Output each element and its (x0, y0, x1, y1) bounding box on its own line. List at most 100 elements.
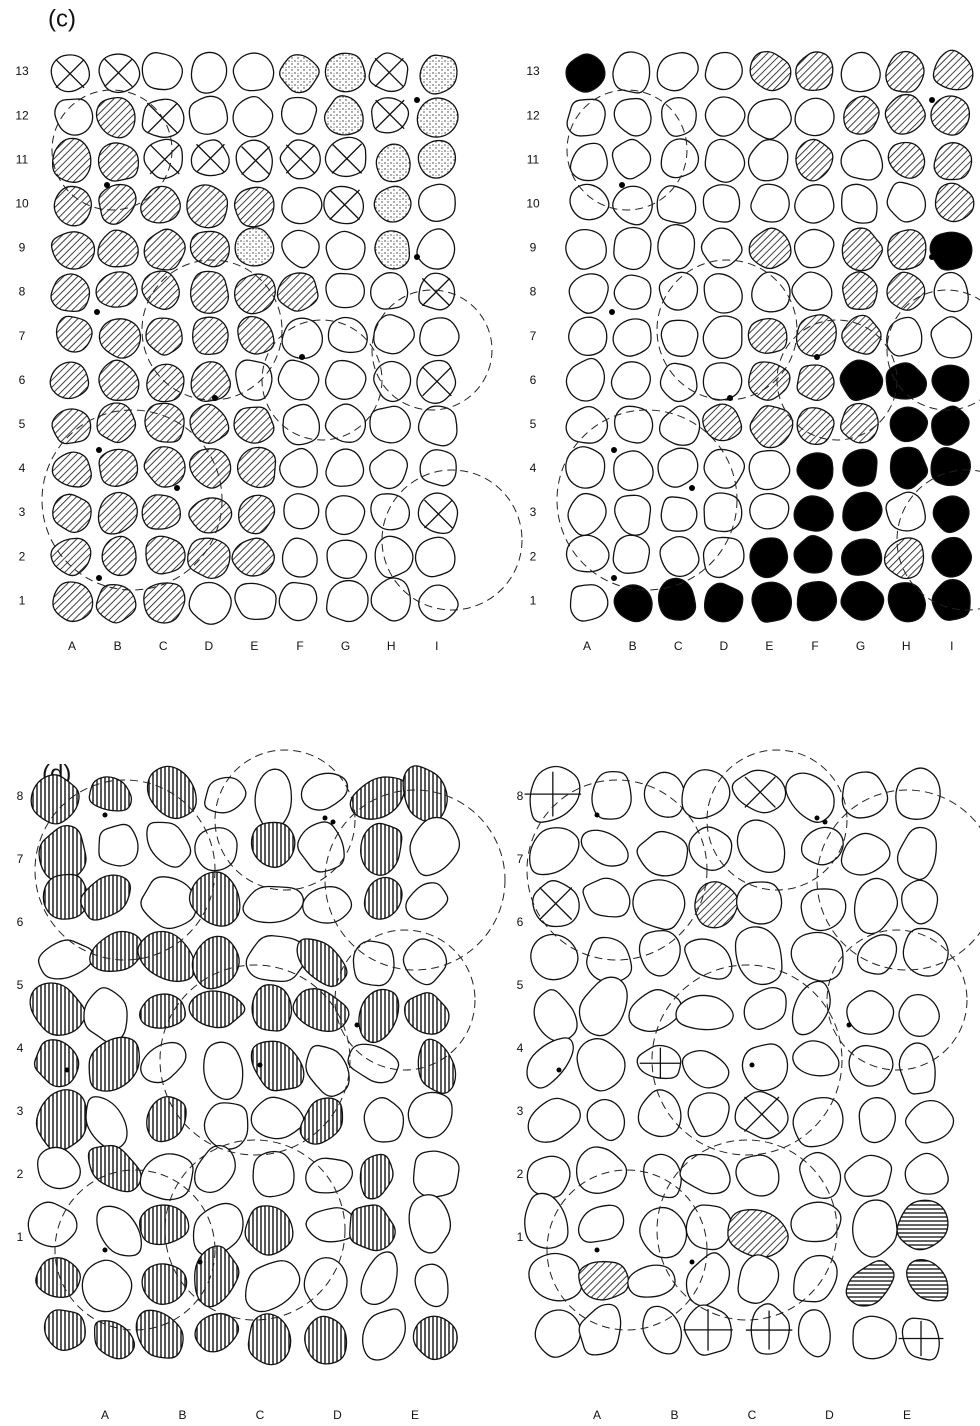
stone (565, 357, 606, 402)
stone (325, 272, 366, 309)
stone (792, 1040, 840, 1077)
row-label: 12 (526, 108, 540, 122)
stone (840, 581, 885, 621)
stone (370, 272, 409, 310)
stone (791, 980, 831, 1036)
stone (791, 271, 833, 311)
stone (703, 492, 743, 533)
dashed-circle (826, 929, 968, 1071)
stone (188, 448, 232, 489)
stone (302, 886, 353, 924)
stone (694, 881, 739, 929)
stone (145, 535, 186, 575)
column-label: C (256, 1408, 265, 1422)
row-label: 13 (526, 64, 540, 78)
stone (795, 138, 834, 182)
cross-mark (421, 277, 451, 307)
column-label: F (296, 639, 303, 653)
stone (747, 98, 792, 140)
stone (139, 993, 186, 1029)
stone (840, 183, 878, 224)
dashed-circle (526, 779, 708, 961)
row-label: 6 (17, 915, 24, 929)
dot (609, 309, 615, 315)
stone (526, 1155, 571, 1198)
dot (257, 1062, 263, 1068)
stone (898, 993, 940, 1037)
stone (685, 1252, 731, 1307)
stone (188, 871, 241, 927)
column-label: B (670, 1408, 678, 1422)
stone (795, 51, 834, 92)
stone (842, 491, 883, 532)
cross-mark (375, 99, 405, 130)
stone (416, 97, 459, 138)
stone (658, 405, 701, 446)
dot (556, 1067, 562, 1073)
stone (297, 821, 345, 873)
dashed-circle (651, 964, 843, 1156)
stone (141, 1263, 188, 1305)
stone (55, 315, 93, 353)
stone (87, 1144, 142, 1193)
stone (141, 270, 180, 310)
column-label: E (765, 639, 773, 653)
dot (299, 354, 305, 360)
stone (419, 449, 457, 487)
stone (885, 362, 928, 400)
cross-mark (55, 59, 85, 89)
stone (402, 765, 448, 823)
dot (619, 182, 625, 188)
column-label: B (629, 639, 637, 653)
stone (796, 407, 835, 446)
stone (748, 227, 792, 270)
stone (85, 1096, 128, 1150)
stone (569, 183, 610, 221)
stone (575, 1146, 628, 1194)
stone (840, 139, 884, 181)
stone (143, 446, 186, 488)
stone (845, 1259, 895, 1307)
column-label: B (114, 639, 122, 653)
stone (33, 1039, 80, 1088)
stone (95, 583, 137, 624)
stone (613, 584, 653, 623)
stone (904, 1152, 949, 1195)
stone (610, 361, 651, 400)
dashed-circle (34, 779, 216, 961)
dot (414, 97, 420, 103)
stone (800, 826, 844, 866)
stone (234, 582, 277, 621)
stone (374, 230, 411, 270)
stone (43, 1309, 86, 1352)
column-label: H (387, 639, 396, 653)
stone (800, 888, 847, 932)
stone (840, 402, 879, 444)
stone (281, 186, 323, 225)
stone (591, 770, 632, 820)
stone (52, 581, 94, 623)
stone (681, 769, 731, 820)
stone (530, 933, 579, 981)
dot (594, 812, 600, 818)
stone (704, 51, 743, 91)
row-label: 1 (530, 593, 537, 607)
stone (612, 534, 651, 574)
stone (38, 824, 87, 882)
stone (796, 452, 834, 490)
stone (527, 1097, 581, 1143)
row-label: 1 (19, 593, 26, 607)
stone (300, 772, 349, 811)
stone (660, 138, 700, 179)
stone (636, 1044, 682, 1080)
stone (884, 93, 926, 135)
stone (283, 493, 320, 530)
stone (886, 181, 927, 223)
column-label: A (68, 639, 76, 653)
stone (846, 990, 895, 1035)
stone (528, 1252, 583, 1302)
stone (841, 771, 889, 819)
stone (896, 826, 937, 881)
stone (352, 940, 395, 987)
